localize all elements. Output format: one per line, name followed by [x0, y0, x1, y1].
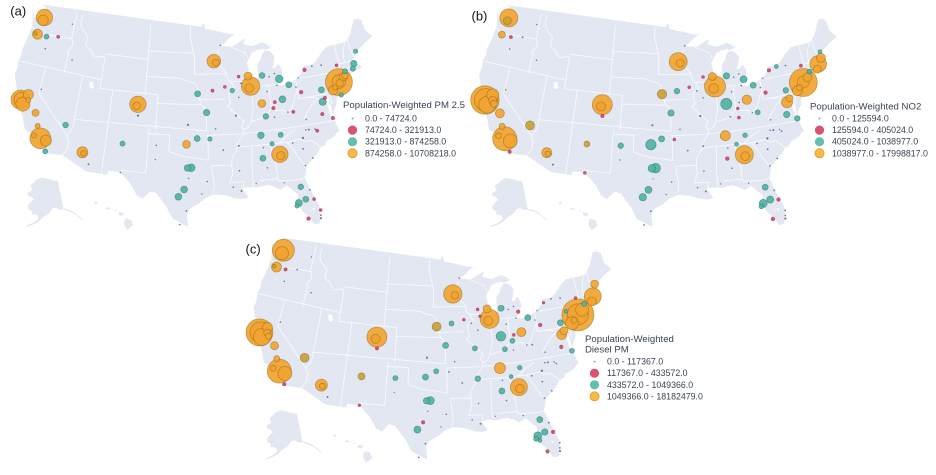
svg-text:433572.0 - 1049366.0: 433572.0 - 1049366.0	[607, 380, 693, 390]
svg-text:874258.0 - 10708218.0: 874258.0 - 10708218.0	[365, 148, 456, 158]
svg-text:Population-Weighted PM 2.5: Population-Weighted PM 2.5	[343, 100, 465, 111]
svg-text:Population-Weighted NO2: Population-Weighted NO2	[810, 102, 921, 113]
svg-text:74724.0 - 321913.0: 74724.0 - 321913.0	[365, 125, 441, 135]
svg-text:1049366.0 - 18182479.0: 1049366.0 - 18182479.0	[607, 391, 703, 401]
svg-text:1038977.0 - 17998817.0: 1038977.0 - 17998817.0	[832, 148, 928, 158]
svg-text:0.0 - 117367.0: 0.0 - 117367.0	[607, 357, 663, 367]
svg-text:321913.0 - 874258.0: 321913.0 - 874258.0	[365, 137, 446, 147]
svg-text:0.0 - 125594.0: 0.0 - 125594.0	[832, 114, 889, 124]
svg-text:Diesel PM: Diesel PM	[585, 345, 629, 356]
svg-text:405024.0 - 1038977.0: 405024.0 - 1038977.0	[832, 137, 918, 147]
svg-text:(c): (c)	[246, 242, 261, 257]
svg-text:Population-Weighted: Population-Weighted	[585, 334, 674, 345]
svg-text:125594.0 - 405024.0: 125594.0 - 405024.0	[832, 125, 913, 135]
svg-text:(a): (a)	[10, 4, 26, 19]
svg-text:117367.0 - 433572.0: 117367.0 - 433572.0	[607, 368, 688, 378]
svg-text:(b): (b)	[472, 8, 488, 23]
svg-text:0.0 - 74724.0: 0.0 - 74724.0	[365, 114, 417, 124]
